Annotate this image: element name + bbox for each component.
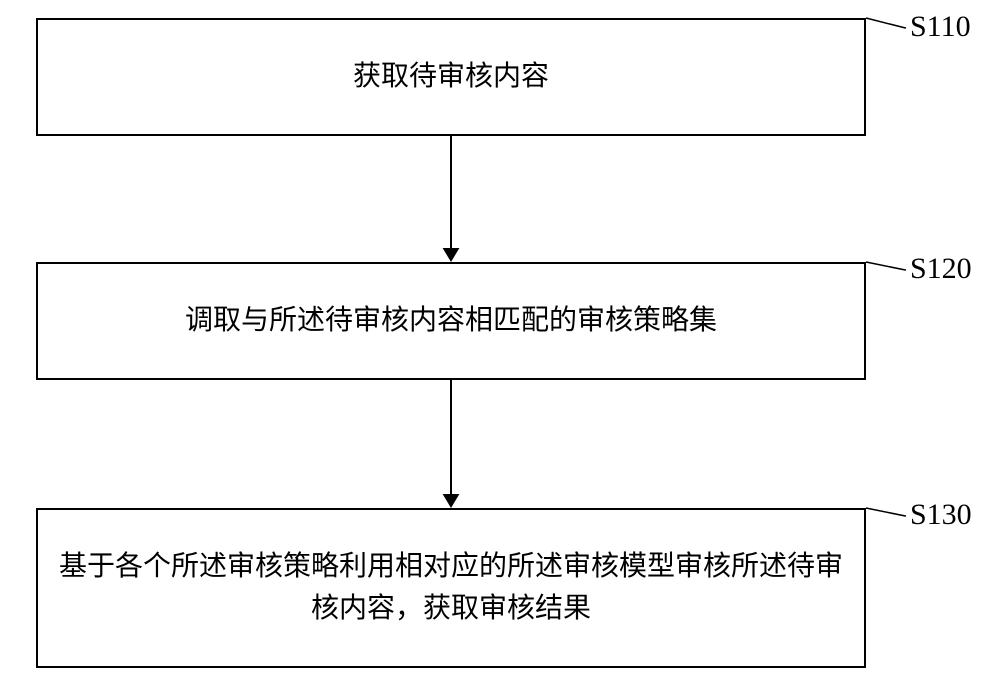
flow-node-n3: 基于各个所述审核策略利用相对应的所述审核模型审核所述待审核内容，获取审核结果 (36, 508, 866, 668)
step-label-l2: S120 (910, 252, 972, 286)
flow-node-text: 基于各个所述审核策略利用相对应的所述审核模型审核所述待审核内容，获取审核结果 (58, 546, 844, 630)
step-label-l1: S110 (910, 10, 971, 44)
flow-node-n2: 调取与所述待审核内容相匹配的审核策略集 (36, 262, 866, 380)
leader-l1-n1 (864, 16, 908, 30)
flow-node-text: 调取与所述待审核内容相匹配的审核策略集 (185, 300, 717, 342)
leader-l3-n3 (864, 506, 908, 518)
arrow-n2-n3 (437, 380, 465, 508)
step-label-l3: S130 (910, 498, 972, 532)
arrow-n1-n2 (437, 136, 465, 262)
leader-l2-n2 (864, 260, 908, 272)
flowchart-canvas: 获取待审核内容调取与所述待审核内容相匹配的审核策略集基于各个所述审核策略利用相对… (0, 0, 1000, 695)
flow-node-text: 获取待审核内容 (353, 56, 549, 98)
flow-node-n1: 获取待审核内容 (36, 18, 866, 136)
